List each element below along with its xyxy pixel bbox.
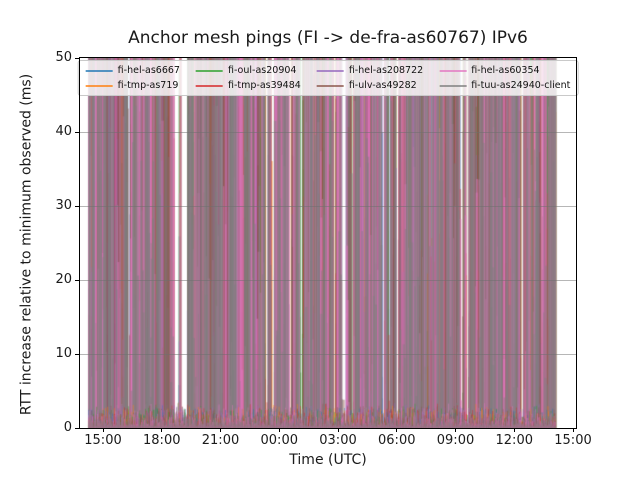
gridline xyxy=(80,279,576,281)
legend-swatch-fi-tmp-as719 xyxy=(85,84,113,87)
y-tick-mark xyxy=(75,205,79,207)
x-tick-label: 21:00 xyxy=(201,433,240,448)
legend-entry: fi-hel-as6667 xyxy=(85,64,180,77)
legend-swatch-fi-ulv-as49282 xyxy=(316,84,344,87)
x-tick-mark xyxy=(220,428,221,432)
legend-swatch-fi-tuu-as24940-client xyxy=(439,84,467,87)
y-tick-mark xyxy=(75,279,79,281)
legend-label: fi-oul-as20904 xyxy=(227,65,297,76)
legend-label: fi-hel-as60354 xyxy=(471,65,540,76)
y-tick-mark xyxy=(75,131,79,133)
legend-swatch-fi-hel-as6667 xyxy=(85,69,113,72)
legend-entry: fi-hel-as208722 xyxy=(316,64,424,77)
legend-entry: fi-tmp-as719 xyxy=(85,79,180,92)
y-tick-mark xyxy=(75,57,79,59)
legend-swatch-fi-hel-as208722 xyxy=(316,69,344,72)
legend-entry: fi-tmp-as39484 xyxy=(195,79,301,92)
x-tick-label: 00:00 xyxy=(260,433,298,448)
x-tick-label: 12:00 xyxy=(495,433,533,448)
legend-label: fi-tmp-as719 xyxy=(117,80,179,91)
chart-title: Anchor mesh pings (FI -> de-fra-as60767)… xyxy=(128,28,528,48)
legend-label: fi-ulv-as49282 xyxy=(348,80,417,91)
gridline xyxy=(80,205,576,207)
legend-column: fi-hel-as6667 fi-tmp-as719 xyxy=(85,64,180,92)
plot-area: fi-hel-as6667 fi-tmp-as719 fi-oul-as20904 f… xyxy=(77,57,579,429)
y-tick-mark xyxy=(75,353,79,355)
y-tick-mark xyxy=(75,427,79,429)
x-tick-label: 06:00 xyxy=(378,433,416,448)
x-tick-mark xyxy=(513,428,515,432)
legend-column: fi-oul-as20904 fi-tmp-as39484 xyxy=(195,64,301,92)
x-tick-label: 15:00 xyxy=(84,433,122,448)
x-tick-label: 09:00 xyxy=(436,433,475,448)
x-tick-mark xyxy=(396,428,398,432)
legend-column: fi-hel-as60354 fi-tuu-as24940-client xyxy=(439,64,570,92)
y-tick-label: 20 xyxy=(55,272,72,287)
y-axis-label: RTT increase relative to minimum observe… xyxy=(18,73,35,416)
x-tick-mark xyxy=(161,428,163,432)
legend-label: fi-tmp-as39484 xyxy=(227,80,301,91)
y-tick-label: 10 xyxy=(55,346,72,361)
y-tick-label: 0 xyxy=(63,420,72,435)
x-axis-label: Time (UTC) xyxy=(289,452,367,468)
legend-label: fi-hel-as208722 xyxy=(348,65,424,76)
legend-label: fi-tuu-as24940-client xyxy=(471,80,571,91)
y-tick-label: 30 xyxy=(55,198,72,213)
x-tick-label: 18:00 xyxy=(143,433,181,448)
x-tick-mark xyxy=(102,428,104,432)
legend-swatch-fi-oul-as20904 xyxy=(195,69,223,72)
x-tick-label: 03:00 xyxy=(319,433,357,448)
legend-entry: fi-hel-as60354 xyxy=(439,64,570,77)
rtt-timeseries-canvas xyxy=(80,58,576,428)
legend-swatch-fi-tmp-as39484 xyxy=(195,84,223,87)
legend-column: fi-hel-as208722 fi-ulv-as49282 xyxy=(316,64,424,92)
x-tick-mark xyxy=(455,428,456,432)
gridline xyxy=(80,353,576,355)
x-tick-label: 15:00 xyxy=(554,433,592,448)
x-tick-mark xyxy=(572,428,574,432)
y-tick-label: 40 xyxy=(55,124,72,139)
y-tick-label: 50 xyxy=(55,50,72,65)
x-tick-mark xyxy=(278,428,280,432)
gridline xyxy=(80,131,576,133)
legend-entry: fi-oul-as20904 xyxy=(195,64,301,77)
legend: fi-hel-as6667 fi-tmp-as719 fi-oul-as20904 f… xyxy=(77,60,579,96)
legend-swatch-fi-hel-as60354 xyxy=(439,69,467,72)
legend-entry: fi-tuu-as24940-client xyxy=(439,79,570,92)
x-tick-mark xyxy=(337,428,339,432)
legend-label: fi-hel-as6667 xyxy=(117,65,180,76)
legend-entry: fi-ulv-as49282 xyxy=(316,79,423,92)
